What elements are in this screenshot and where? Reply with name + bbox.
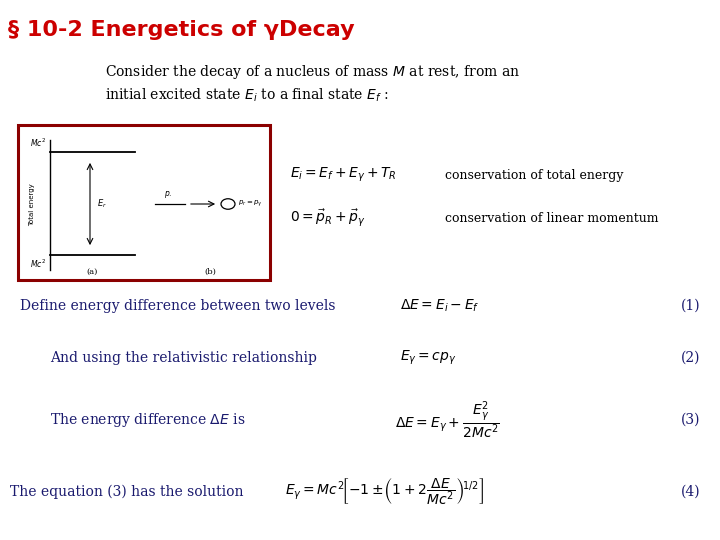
- FancyBboxPatch shape: [18, 125, 270, 280]
- Text: (b): (b): [204, 268, 216, 276]
- Text: $0 = \vec{p}_R + \vec{p}_\gamma$: $0 = \vec{p}_R + \vec{p}_\gamma$: [290, 207, 366, 228]
- Text: $E_r$: $E_r$: [97, 198, 107, 210]
- Text: $E_\gamma = Mc^2\!\left[-1\pm\!\left(1+2\dfrac{\Delta E}{Mc^2}\right)^{\!1/2}\ri: $E_\gamma = Mc^2\!\left[-1\pm\!\left(1+2…: [285, 476, 484, 508]
- Text: Total energy: Total energy: [29, 184, 35, 226]
- Text: § 10-2 Energetics of γDecay: § 10-2 Energetics of γDecay: [8, 20, 355, 40]
- Text: (1): (1): [680, 299, 700, 313]
- Text: $p_r = p_\gamma$: $p_r = p_\gamma$: [238, 199, 263, 209]
- Text: Define energy difference between two levels: Define energy difference between two lev…: [20, 299, 336, 313]
- Text: conservation of linear momentum: conservation of linear momentum: [445, 212, 659, 225]
- Text: And using the relativistic relationship: And using the relativistic relationship: [50, 351, 317, 365]
- Text: conservation of total energy: conservation of total energy: [445, 168, 624, 181]
- Text: initial excited state $E_i$ to a final state $E_f$ :: initial excited state $E_i$ to a final s…: [105, 86, 389, 104]
- Text: The energy difference $\Delta E$ is: The energy difference $\Delta E$ is: [50, 411, 246, 429]
- Text: The equation (3) has the solution: The equation (3) has the solution: [10, 485, 243, 499]
- Text: $E_i = E_f + E_\gamma + T_R$: $E_i = E_f + E_\gamma + T_R$: [290, 166, 397, 184]
- Text: $\Delta E = E_\gamma + \dfrac{E_\gamma^2}{2Mc^2}$: $\Delta E = E_\gamma + \dfrac{E_\gamma^2…: [395, 399, 500, 441]
- Text: (4): (4): [680, 485, 700, 499]
- Text: $p.$: $p.$: [163, 189, 172, 200]
- Text: $Mc^2$: $Mc^2$: [30, 137, 46, 149]
- Text: $E_\gamma = cp_\gamma$: $E_\gamma = cp_\gamma$: [400, 349, 456, 367]
- Text: (3): (3): [680, 413, 700, 427]
- Text: (2): (2): [680, 351, 700, 365]
- Text: (a): (a): [86, 268, 98, 276]
- Text: $Mc^2$: $Mc^2$: [30, 258, 46, 271]
- Text: Consider the decay of a nucleus of mass $M$ at rest, from an: Consider the decay of a nucleus of mass …: [105, 63, 520, 81]
- Text: $\Delta E = E_i - E_f$: $\Delta E = E_i - E_f$: [400, 298, 480, 314]
